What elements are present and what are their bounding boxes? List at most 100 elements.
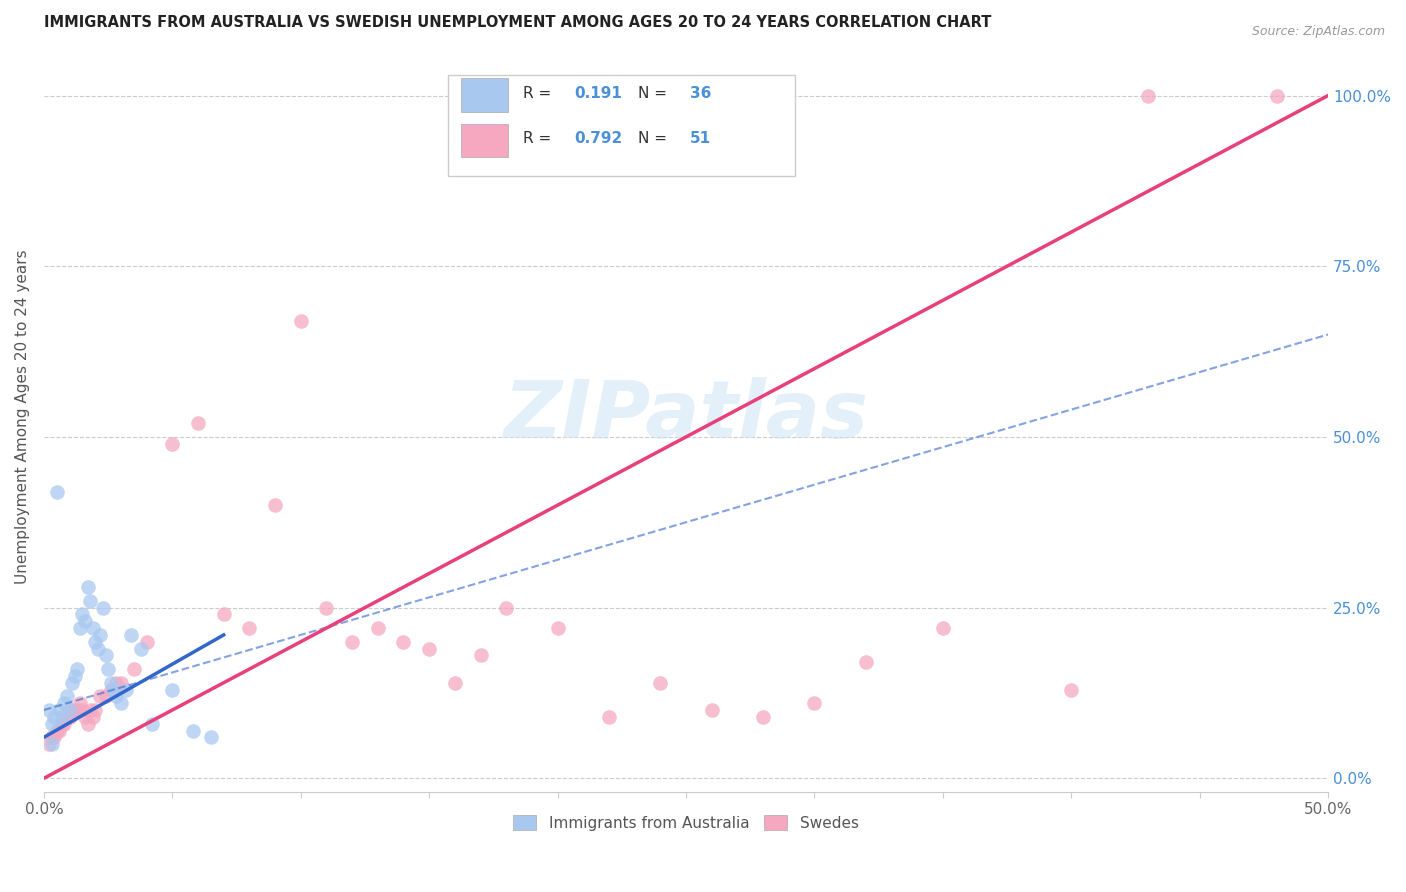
Point bbox=[115, 682, 138, 697]
Point bbox=[53, 716, 76, 731]
Point bbox=[495, 600, 517, 615]
Point bbox=[470, 648, 492, 663]
Point bbox=[104, 690, 127, 704]
Point bbox=[45, 723, 67, 738]
Point bbox=[547, 621, 569, 635]
Point bbox=[94, 648, 117, 663]
Text: N =: N = bbox=[638, 86, 672, 101]
Point bbox=[1137, 88, 1160, 103]
Point bbox=[89, 690, 111, 704]
Point bbox=[131, 641, 153, 656]
Point bbox=[290, 314, 312, 328]
Point bbox=[340, 634, 363, 648]
Point bbox=[82, 710, 104, 724]
Point bbox=[84, 703, 107, 717]
Point bbox=[212, 607, 235, 622]
Point bbox=[66, 662, 89, 676]
Point bbox=[44, 731, 66, 745]
Point bbox=[444, 675, 467, 690]
Point bbox=[200, 731, 222, 745]
Point bbox=[58, 710, 80, 724]
Point bbox=[135, 634, 157, 648]
Point bbox=[53, 696, 76, 710]
Text: R =: R = bbox=[523, 86, 555, 101]
Point bbox=[84, 634, 107, 648]
Point bbox=[122, 662, 145, 676]
Text: Source: ZipAtlas.com: Source: ZipAtlas.com bbox=[1251, 25, 1385, 38]
Point bbox=[79, 703, 101, 717]
Point bbox=[932, 621, 955, 635]
Point bbox=[110, 675, 132, 690]
Point bbox=[103, 682, 125, 697]
Point bbox=[51, 716, 73, 731]
Point bbox=[44, 710, 66, 724]
Point bbox=[264, 498, 287, 512]
Point bbox=[73, 614, 96, 628]
Point bbox=[141, 716, 163, 731]
Point bbox=[60, 703, 83, 717]
Point bbox=[72, 703, 94, 717]
Point bbox=[76, 716, 98, 731]
Point bbox=[72, 607, 94, 622]
Point bbox=[1265, 88, 1288, 103]
Point bbox=[700, 703, 723, 717]
Point bbox=[79, 594, 101, 608]
Point bbox=[41, 731, 63, 745]
Point bbox=[752, 710, 775, 724]
Point bbox=[100, 675, 122, 690]
Point bbox=[48, 723, 70, 738]
Text: R =: R = bbox=[523, 131, 555, 146]
Point bbox=[45, 484, 67, 499]
Point bbox=[803, 696, 825, 710]
Point bbox=[650, 675, 672, 690]
Text: N =: N = bbox=[638, 131, 672, 146]
Text: 36: 36 bbox=[690, 86, 711, 101]
Point bbox=[367, 621, 389, 635]
Point bbox=[238, 621, 260, 635]
FancyBboxPatch shape bbox=[461, 123, 508, 157]
Point bbox=[69, 696, 91, 710]
Point bbox=[104, 675, 127, 690]
Point bbox=[392, 634, 415, 648]
Point bbox=[162, 436, 184, 450]
Point bbox=[69, 621, 91, 635]
Point bbox=[82, 621, 104, 635]
Point bbox=[120, 628, 142, 642]
Point bbox=[87, 641, 110, 656]
Point bbox=[63, 703, 86, 717]
Point bbox=[56, 710, 79, 724]
Point bbox=[110, 696, 132, 710]
Point bbox=[41, 737, 63, 751]
Point bbox=[73, 710, 96, 724]
Point bbox=[38, 737, 60, 751]
Point bbox=[315, 600, 337, 615]
Text: IMMIGRANTS FROM AUSTRALIA VS SWEDISH UNEMPLOYMENT AMONG AGES 20 TO 24 YEARS CORR: IMMIGRANTS FROM AUSTRALIA VS SWEDISH UNE… bbox=[44, 15, 991, 30]
Y-axis label: Unemployment Among Ages 20 to 24 years: Unemployment Among Ages 20 to 24 years bbox=[15, 249, 30, 583]
Text: ZIPatlas: ZIPatlas bbox=[503, 377, 869, 456]
Point bbox=[187, 416, 209, 430]
Point bbox=[97, 662, 120, 676]
Point bbox=[418, 641, 440, 656]
Point bbox=[51, 710, 73, 724]
Point bbox=[855, 655, 877, 669]
Point bbox=[60, 675, 83, 690]
FancyBboxPatch shape bbox=[449, 75, 796, 176]
Text: 0.792: 0.792 bbox=[574, 131, 623, 146]
Point bbox=[76, 580, 98, 594]
Point bbox=[56, 690, 79, 704]
Text: 51: 51 bbox=[690, 131, 711, 146]
Point bbox=[41, 716, 63, 731]
Point bbox=[58, 703, 80, 717]
Point bbox=[1060, 682, 1083, 697]
Point bbox=[162, 682, 184, 697]
Legend: Immigrants from Australia, Swedes: Immigrants from Australia, Swedes bbox=[508, 809, 865, 837]
Point bbox=[94, 690, 117, 704]
Point bbox=[48, 703, 70, 717]
Point bbox=[181, 723, 204, 738]
Point bbox=[89, 628, 111, 642]
Point bbox=[91, 600, 114, 615]
Point bbox=[66, 703, 89, 717]
Point bbox=[100, 682, 122, 697]
Point bbox=[63, 669, 86, 683]
FancyBboxPatch shape bbox=[461, 78, 508, 112]
